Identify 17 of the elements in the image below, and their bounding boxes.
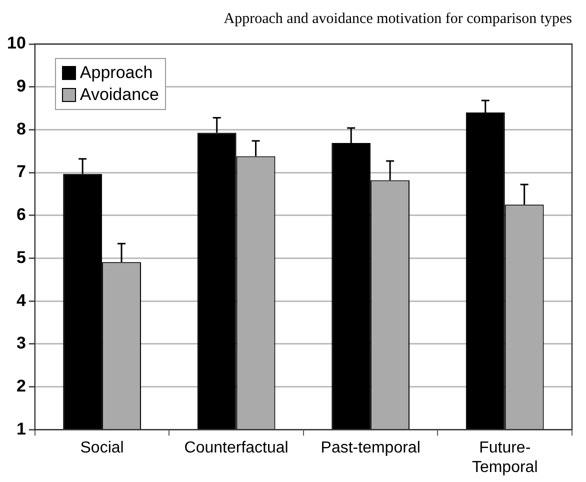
y-tick-label: 3	[16, 334, 26, 353]
x-tick-label: Social	[80, 440, 124, 457]
y-tick-label: 2	[16, 376, 26, 396]
y-tick-label: 7	[16, 162, 26, 182]
y-tick-label: 10	[6, 34, 26, 53]
legend-label: Approach	[80, 62, 153, 84]
y-tick-label: 5	[16, 248, 26, 267]
y-tick-label: 1	[16, 419, 26, 438]
x-tick-label: Counterfactual	[184, 440, 288, 457]
y-tick-label: 9	[16, 76, 26, 96]
y-tick-label: 4	[16, 290, 26, 310]
y-tick-label: 6	[16, 205, 26, 224]
legend-label: Avoidance	[80, 84, 159, 106]
x-tick-label: Future-Temporal	[472, 440, 538, 476]
chart-title: Approach and avoidance motivation for comparison types	[224, 10, 572, 27]
y-tick-label: 8	[16, 119, 26, 138]
x-tick-label: Past-temporal	[320, 440, 420, 457]
